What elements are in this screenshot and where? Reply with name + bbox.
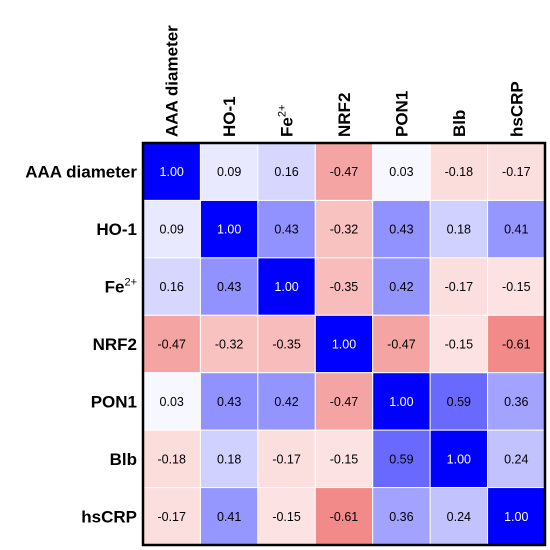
heatmap-cell-blb-pon1: [372, 429, 431, 489]
heatmap-cell-hscrp-blb: [429, 487, 489, 546]
column-label-fe-2: Fe2+: [277, 105, 297, 137]
heatmap-cell-hscrp-fe-2: [257, 487, 316, 546]
heatmap-cell-aaa-diameter-ho-1: [199, 142, 259, 201]
heatmap-cell-hscrp-nrf2: [314, 487, 374, 546]
heatmap-cell-value: 1.00: [447, 452, 471, 466]
row-label-aaa-diameter: AAA diameter: [25, 163, 137, 182]
heatmap-cell-value: -0.61: [330, 510, 359, 524]
heatmap-cell-fe-2-blb: [429, 257, 489, 316]
heatmap-cell-blb-nrf2: [314, 429, 374, 489]
heatmap-cell-value: 0.42: [274, 395, 298, 409]
heatmap-cell-fe-2-ho-1: [199, 257, 259, 316]
heatmap-cell-value: -0.35: [330, 280, 359, 294]
heatmap-cell-value: 0.24: [447, 510, 471, 524]
heatmap-cell-ho-1-pon1: [372, 199, 431, 259]
heatmap-cell-value: 1.00: [217, 223, 241, 237]
heatmap-cell-value: 0.36: [389, 510, 413, 524]
heatmap-cell-value: 0.41: [504, 223, 528, 237]
row-label-fe-2: Fe2+: [105, 277, 137, 297]
column-label-pon1: PON1: [392, 91, 411, 137]
heatmap-cell-value: -0.17: [157, 510, 186, 524]
heatmap-cell-ho-1-hscrp: [487, 199, 546, 259]
row-label-nrf2: NRF2: [93, 335, 137, 354]
column-label-aaa-diameter: AAA diameter: [163, 25, 182, 137]
heatmap-cell-aaa-diameter-blb: [429, 142, 489, 201]
heatmap-cell-value: 0.24: [504, 452, 528, 466]
column-label-hscrp: hsCRP: [507, 81, 526, 137]
heatmap-cell-value: 0.09: [160, 223, 184, 237]
heatmap-cell-nrf2-blb: [429, 314, 489, 374]
heatmap-cell-value: -0.18: [445, 165, 474, 179]
heatmap-cell-value: 0.16: [274, 165, 298, 179]
heatmap-cell-pon1-fe-2: [257, 372, 316, 431]
row-label-hscrp: hsCRP: [81, 507, 137, 526]
heatmap-cell-value: 0.36: [504, 395, 528, 409]
heatmap-cell-value: 0.09: [217, 165, 241, 179]
heatmap-cell-value: 0.43: [274, 223, 298, 237]
heatmap-cell-value: 0.18: [447, 223, 471, 237]
heatmap-cell-blb-aaa-diameter: [142, 429, 201, 489]
heatmap-cell-value: -0.47: [387, 338, 416, 352]
heatmap-cell-hscrp-pon1: [372, 487, 431, 546]
heatmap-cell-hscrp-aaa-diameter: [142, 487, 201, 546]
heatmap-cell-value: -0.18: [157, 452, 186, 466]
heatmap-cell-value: 0.42: [389, 280, 413, 294]
heatmap-cell-value: -0.15: [330, 452, 359, 466]
heatmap-cell-blb-ho-1: [199, 429, 259, 489]
heatmap-cell-value: 0.03: [389, 165, 413, 179]
column-label-blb: Blb: [450, 110, 469, 137]
row-label-pon1: PON1: [91, 392, 137, 411]
heatmap-cell-fe-2-hscrp: [487, 257, 546, 316]
heatmap-cell-value: -0.47: [330, 165, 359, 179]
heatmap-cell-nrf2-nrf2: [314, 314, 374, 374]
heatmap-cell-value: -0.32: [330, 223, 359, 237]
heatmap-cell-value: -0.17: [272, 452, 301, 466]
heatmap-cell-value: 1.00: [274, 280, 298, 294]
heatmap-cell-fe-2-nrf2: [314, 257, 374, 316]
heatmap-cell-fe-2-pon1: [372, 257, 431, 316]
heatmap-cell-value: -0.17: [445, 280, 474, 294]
heatmap-cell-value: -0.15: [445, 338, 474, 352]
heatmap-cell-value: 0.43: [217, 395, 241, 409]
heatmap-cell-value: 0.03: [160, 395, 184, 409]
heatmap-cell-value: 0.18: [217, 452, 241, 466]
heatmap-cell-nrf2-aaa-diameter: [142, 314, 201, 374]
heatmap-cell-value: -0.61: [502, 338, 531, 352]
heatmap-cell-fe-2-fe-2: [257, 257, 316, 316]
row-label-blb: Blb: [110, 450, 137, 469]
heatmap-cell-value: 0.59: [389, 452, 413, 466]
heatmap-cell-value: -0.47: [157, 338, 186, 352]
heatmap-cell-ho-1-fe-2: [257, 199, 316, 259]
heatmap-cell-value: 1.00: [504, 510, 528, 524]
row-labels: AAA diameter HO-1 Fe2+ NRF2 PON1 Blb hsCRP: [25, 163, 137, 527]
heatmap-cell-value: 0.43: [389, 223, 413, 237]
heatmap-cells: 1.00 0.09 0.16 -0.47 0.03 -0.18 -0.17 0.09 1.00 0…: [142, 142, 546, 546]
column-labels: AAA diameter HO-1 Fe2+ NRF2 PON1 Blb hsCRP: [163, 25, 527, 137]
heatmap-cell-value: 1.00: [332, 338, 356, 352]
heatmap-cell-pon1-aaa-diameter: [142, 372, 201, 431]
heatmap-cell-blb-hscrp: [487, 429, 546, 489]
heatmap-cell-value: -0.15: [272, 510, 301, 524]
heatmap-cell-value: 0.16: [160, 280, 184, 294]
heatmap-cell-value: -0.17: [502, 165, 531, 179]
heatmap-cell-value: 1.00: [160, 165, 184, 179]
heatmap-cell-value: -0.32: [215, 338, 244, 352]
heatmap-border: [141, 141, 547, 547]
heatmap-cell-value: 0.59: [447, 395, 471, 409]
column-label-nrf2: NRF2: [335, 93, 354, 137]
heatmap-cell-value: -0.35: [272, 338, 301, 352]
heatmap-cell-value: 0.43: [217, 280, 241, 294]
heatmap-cell-value: 1.00: [389, 395, 413, 409]
heatmap-cell-value: 0.41: [217, 510, 241, 524]
row-label-ho-1: HO-1: [96, 220, 137, 239]
heatmap-cell-nrf2-hscrp: [487, 314, 546, 374]
heatmap-cell-nrf2-ho-1: [199, 314, 259, 374]
heatmap-cell-hscrp-hscrp: [487, 487, 546, 546]
heatmap-cell-aaa-diameter-aaa-diameter: [142, 142, 201, 201]
heatmap-cell-value: -0.47: [330, 395, 359, 409]
heatmap-cell-value: -0.15: [502, 280, 531, 294]
column-label-ho-1: HO-1: [220, 96, 239, 137]
